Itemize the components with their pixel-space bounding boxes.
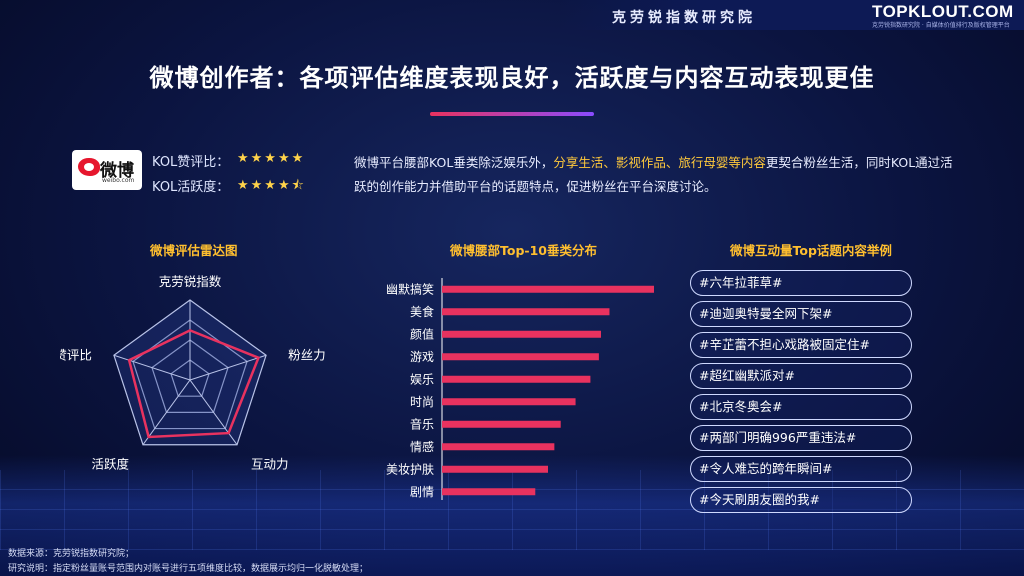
bar xyxy=(442,488,536,496)
weibo-logo-cn: 微博 xyxy=(100,161,134,181)
header-bar xyxy=(560,0,1024,30)
bar xyxy=(442,285,654,293)
bar xyxy=(442,330,601,338)
bar xyxy=(442,308,610,316)
page-title: 微博创作者：各项评估维度表现良好，活跃度与内容互动表现更佳 xyxy=(149,64,875,92)
radar-axis-label: 粉丝力 xyxy=(288,347,326,362)
bar xyxy=(442,398,576,406)
bar-category-label: 幽默搞笑 xyxy=(386,281,434,296)
topic-item[interactable]: #辛芷蕾不担心戏路被固定住# xyxy=(690,332,912,358)
background-floor-glow xyxy=(0,455,1024,576)
rating-stars-activity: ★★★★⯪ xyxy=(237,178,306,193)
topic-item[interactable]: #北京冬奥会# xyxy=(690,394,912,420)
bar-category-label: 美食 xyxy=(410,304,434,319)
background-floor-grid xyxy=(0,470,1024,550)
topic-item[interactable]: #今天刷朋友圈的我# xyxy=(690,487,912,513)
weibo-logo-en: weibo.com xyxy=(102,177,135,184)
topic-item[interactable]: #迪迦奥特曼全网下架# xyxy=(690,301,912,327)
radar-axis-label: 克劳锐指数 xyxy=(159,274,222,289)
bar-category-label: 情感 xyxy=(410,439,434,454)
description-part2: 更契合粉丝生活，同时KOL通过活跃的创作能力并借助平台的话题特点，促进粉丝在平台… xyxy=(354,155,953,194)
radar-axis-label: 互动力 xyxy=(251,457,289,472)
bar xyxy=(442,443,555,451)
radar-series xyxy=(127,329,261,439)
radar-ring xyxy=(170,359,210,397)
radar-section-title: 微博评估雷达图 xyxy=(150,243,238,258)
rating-label-likes: KOL赞评比： xyxy=(152,155,230,170)
brand-logo-text: TOPKLOUT.COM xyxy=(872,2,1014,21)
brand-tagline: 克劳锐指数研究院 · 自媒体价值排行及版权管理平台 xyxy=(872,22,1010,29)
description-highlight: 分享生活、影视作品、旅行母婴等内容 xyxy=(553,155,766,170)
topic-item[interactable]: #两部门明确996严重违法# xyxy=(690,425,912,451)
bar-category-label: 音乐 xyxy=(410,416,434,431)
bar-category-label: 游戏 xyxy=(410,350,434,364)
bar-category-label: 剧情 xyxy=(410,485,434,499)
topic-item[interactable]: #六年拉菲草# xyxy=(690,270,912,296)
radar-spoke xyxy=(113,354,191,381)
weibo-logo: 微博 weibo.com xyxy=(72,150,142,190)
footer-source: 数据来源：克劳锐指数研究院； xyxy=(8,549,135,559)
bar xyxy=(442,375,591,383)
radar-spoke xyxy=(142,379,191,446)
bar-category-label: 颜值 xyxy=(410,326,434,341)
weibo-eye-icon xyxy=(78,158,100,176)
rating-stars-likes: ★★★★★ xyxy=(237,151,306,166)
bar-section-title: 微博腰部Top-10垂类分布 xyxy=(450,243,597,258)
title-underline xyxy=(430,112,594,116)
bar xyxy=(442,465,548,473)
bar xyxy=(442,420,561,428)
bar xyxy=(442,353,599,361)
topic-item[interactable]: #超红幽默派对# xyxy=(690,363,912,389)
bar-category-label: 时尚 xyxy=(410,395,434,409)
radar-axis-label: 赞评比 xyxy=(60,347,92,362)
bar-category-label: 美妆护肤 xyxy=(386,461,434,476)
topics-section-title: 微博互动量Top话题内容举例 xyxy=(730,243,892,258)
rating-label-activity: KOL活跃度： xyxy=(152,180,230,195)
footer-note: 研究说明：指定粉丝量账号范围内对账号进行五项维度比较，数据展示均归一化脱敏处理； xyxy=(8,564,369,574)
platform-description: 微博平台腰部KOL垂类除泛娱乐外，分享生活、影视作品、旅行母婴等内容更契合粉丝生… xyxy=(354,151,954,199)
radar-ring xyxy=(151,339,229,413)
institute-name: 克劳锐指数研究院 xyxy=(612,10,756,26)
radar-spoke xyxy=(189,354,267,381)
radar-axis-label: 活跃度 xyxy=(91,457,129,472)
topic-item[interactable]: #令人难忘的跨年瞬间# xyxy=(690,456,912,482)
description-part1: 微博平台腰部KOL垂类除泛娱乐外， xyxy=(354,155,554,170)
bar-category-label: 娱乐 xyxy=(410,372,434,386)
